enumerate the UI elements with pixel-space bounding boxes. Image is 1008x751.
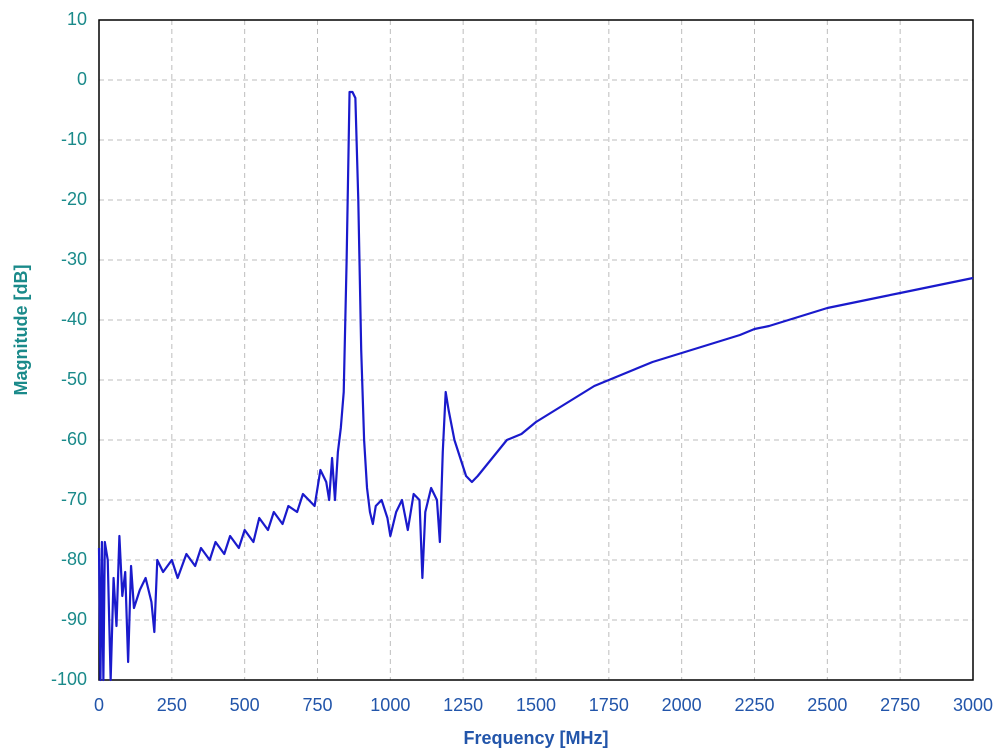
x-tick-label: 1000 (370, 695, 410, 715)
y-tick-label: -40 (61, 309, 87, 329)
x-tick-label: 1750 (589, 695, 629, 715)
y-tick-label: -60 (61, 429, 87, 449)
x-tick-label: 750 (302, 695, 332, 715)
x-tick-label: 1500 (516, 695, 556, 715)
y-tick-label: -100 (51, 669, 87, 689)
y-tick-label: -70 (61, 489, 87, 509)
y-tick-label: -50 (61, 369, 87, 389)
y-tick-label: -80 (61, 549, 87, 569)
x-tick-label: 3000 (953, 695, 993, 715)
line (97, 90, 974, 682)
y-tick-label: -20 (61, 189, 87, 209)
x-tick-label: 1250 (443, 695, 483, 715)
y-axis-title: Magnitude [dB] (11, 265, 31, 396)
x-axis-title: Frequency [MHz] (463, 728, 608, 748)
x-tick-label: 2500 (807, 695, 847, 715)
y-tick-label: 10 (67, 9, 87, 29)
y-tick-label: 0 (77, 69, 87, 89)
y-tick-label: -90 (61, 609, 87, 629)
x-tick-label: 2250 (734, 695, 774, 715)
x-tick-label: 500 (230, 695, 260, 715)
plot-frame (98, 19, 974, 681)
x-tick-label: 250 (157, 695, 187, 715)
x-tick-label: 0 (94, 695, 104, 715)
y-tick-label: -10 (61, 129, 87, 149)
y-tick-label: -30 (61, 249, 87, 269)
x-tick-label: 2750 (880, 695, 920, 715)
x-tick-label: 2000 (662, 695, 702, 715)
